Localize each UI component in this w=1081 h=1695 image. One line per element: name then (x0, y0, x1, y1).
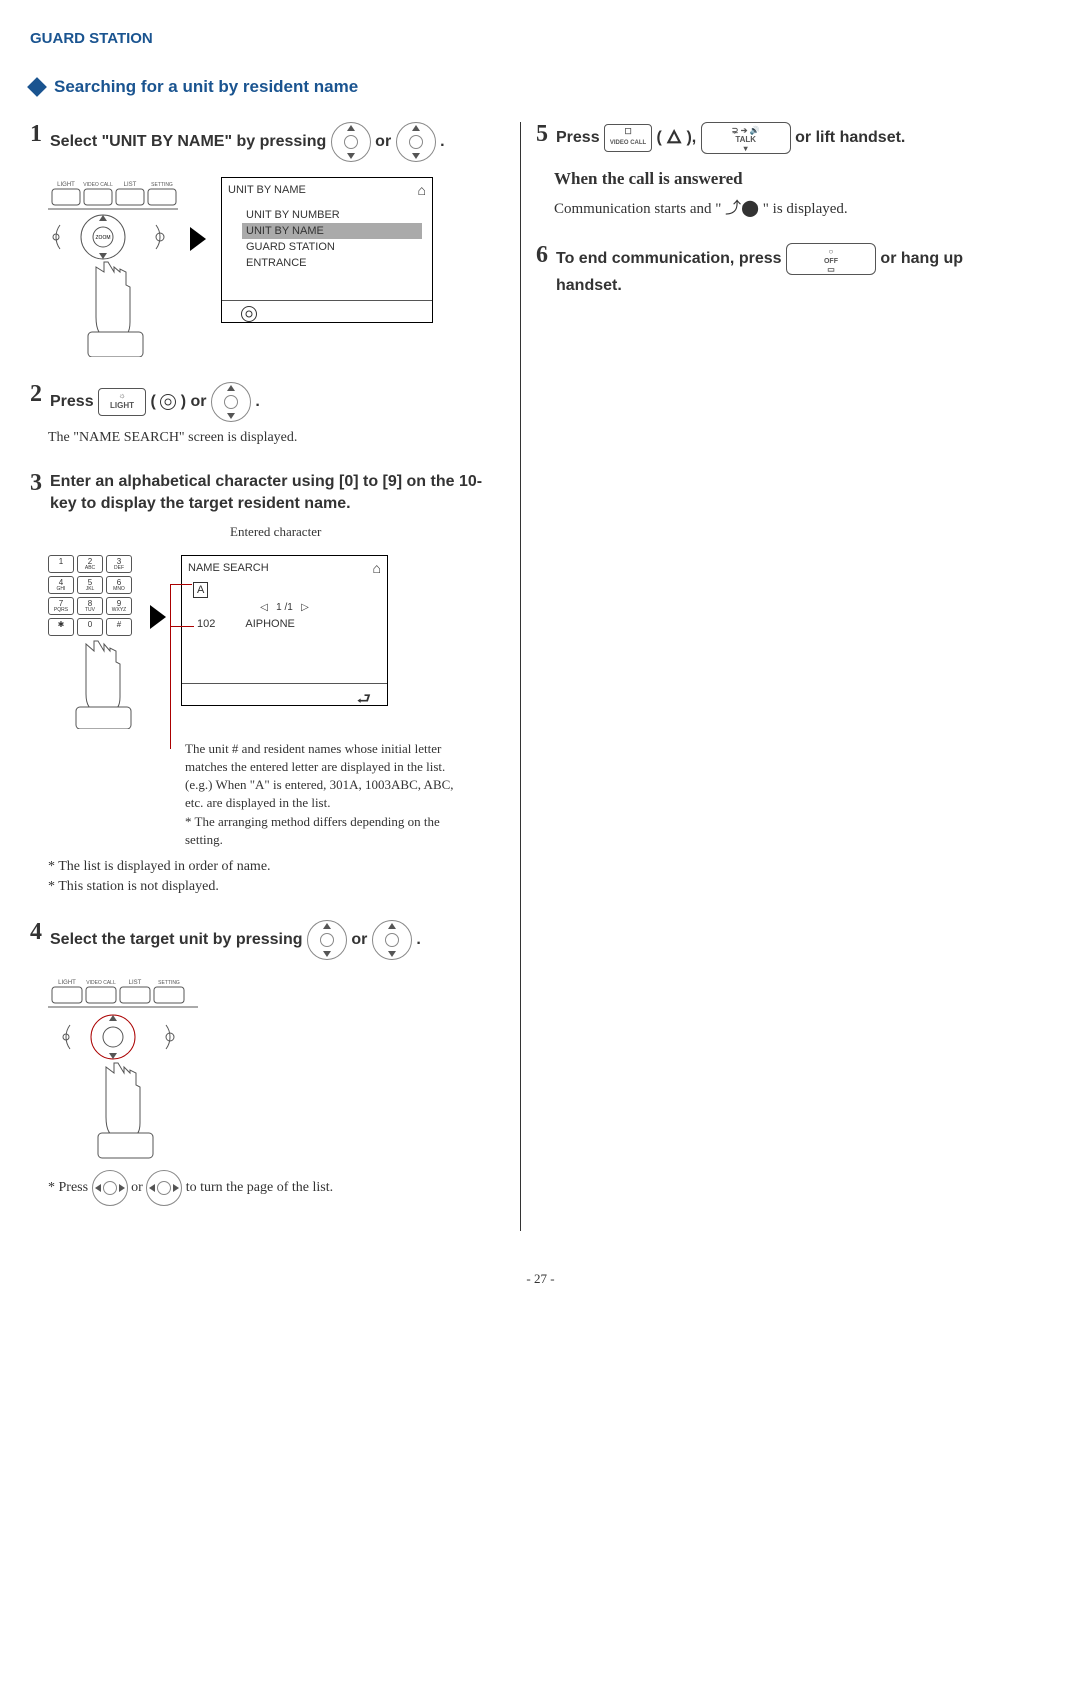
entered-char-label: Entered character (230, 524, 505, 540)
step3-illustration: 1 2ABC 3DEF 4GHI 5JKL 6MNO (48, 555, 505, 732)
step-3: 3 Enter an alphabetical character using … (30, 471, 505, 895)
section-title: Searching for a unit by resident name (30, 77, 1051, 97)
nav-updown-icon (307, 920, 347, 960)
screen2-title: NAME SEARCH (188, 562, 269, 574)
s5-c: ), (686, 129, 700, 146)
off-button: ○OFF▭ (786, 243, 876, 275)
pagination: ◁ 1 /1 ▷ (182, 600, 387, 615)
s2-b: ( (151, 393, 161, 410)
talk-status-icon: ⤴⬤ (725, 200, 759, 217)
menu-item: UNIT BY NUMBER (242, 207, 422, 223)
control-panel-graphic: LIGHT VIDEO CALL LIST SETTING ZOOM (48, 177, 178, 357)
step-4: 4 Select the target unit by pressing or … (30, 920, 505, 1206)
s4-a: Select the target unit by pressing (50, 931, 307, 948)
step-text-4: Select the target unit by pressing or . (50, 920, 505, 960)
s4-c: . (416, 931, 420, 948)
s4-b: or (351, 931, 371, 948)
keypad-graphic: 1 2ABC 3DEF 4GHI 5JKL 6MNO (48, 555, 138, 732)
svg-text:ZOOM: ZOOM (96, 235, 111, 241)
book-icon: ⌂ (373, 560, 381, 576)
step-num-2: 2 (30, 382, 42, 406)
step-text-2: Press ☼LIGHT ( ) or . (50, 382, 505, 422)
step3-notes: * The list is displayed in order of name… (48, 859, 505, 895)
menu-item-selected: UNIT BY NAME (242, 223, 422, 239)
step3-caption: The unit # and resident names whose init… (185, 740, 465, 849)
note: * The list is displayed in order of name… (48, 859, 505, 875)
nav-updown-icon (331, 122, 371, 162)
svg-text:LIGHT: LIGHT (58, 980, 76, 986)
step-num-1: 1 (30, 122, 42, 146)
svg-text:VIDEO CALL: VIDEO CALL (83, 182, 113, 188)
diamond-icon (27, 77, 47, 97)
bell-icon: 🜂 (666, 125, 682, 150)
s1-c: . (440, 133, 444, 150)
step-text-6: To end communication, press ○OFF▭ or han… (556, 243, 1031, 297)
svg-text:SETTING: SETTING (158, 980, 180, 986)
step4-illustration: LIGHT VIDEO CALL LIST SETTING (48, 975, 505, 1165)
s5-a: Press (556, 129, 604, 146)
step-6: 6 To end communication, press ○OFF▭ or h… (536, 243, 1031, 297)
s1-a: Select "UNIT BY NAME" by pressing (50, 133, 331, 150)
s6-a: To end communication, press (556, 250, 786, 267)
light-button: ☼LIGHT (98, 388, 146, 416)
step5-sub-heading: When the call is answered (554, 169, 1031, 189)
section-title-text: Searching for a unit by resident name (54, 77, 358, 97)
screen1-title: UNIT BY NAME (228, 184, 306, 196)
dot-icon (241, 306, 257, 322)
result-row: 102 AIPHONE (182, 615, 387, 633)
svg-text:LIGHT: LIGHT (57, 182, 75, 188)
svg-text:LIST: LIST (129, 980, 142, 986)
step5-sub-text: Communication starts and " ⤴⬤ " is displ… (554, 194, 1031, 218)
return-icon: ⮐ (357, 688, 371, 701)
step-text-5: Press ☐VIDEO CALL ( 🜂 ), ⊋ ➔ 🔊TALK▾ or l… (556, 122, 1031, 154)
step-num-6: 6 (536, 243, 548, 267)
s1-b: or (375, 133, 395, 150)
entered-char: A (193, 582, 208, 598)
step-2: 2 Press ☼LIGHT ( ) or . The "NAME SEARCH… (30, 382, 505, 446)
arrow-right-icon (190, 227, 206, 251)
step2-note: The "NAME SEARCH" screen is displayed. (48, 430, 505, 446)
video-call-button: ☐VIDEO CALL (604, 124, 652, 152)
dot-icon (160, 394, 176, 410)
menu-item: GUARD STATION (242, 239, 422, 255)
talk-button: ⊋ ➔ 🔊TALK▾ (701, 122, 791, 154)
step-num-4: 4 (30, 920, 42, 944)
header: GUARD STATION (30, 30, 1051, 47)
step-text-1: Select "UNIT BY NAME" by pressing or . (50, 122, 505, 162)
arrow-right-icon (150, 605, 166, 629)
s2-c: ) or (181, 393, 211, 410)
menu-item: ENTRANCE (242, 255, 422, 271)
step-5: 5 Press ☐VIDEO CALL ( 🜂 ), ⊋ ➔ 🔊TALK▾ or… (536, 122, 1031, 218)
step1-illustration: LIGHT VIDEO CALL LIST SETTING ZOOM (48, 177, 505, 357)
svg-text:SETTING: SETTING (151, 182, 173, 188)
step-num-3: 3 (30, 471, 42, 495)
result-name: AIPHONE (245, 618, 295, 630)
svg-text:LIST: LIST (124, 182, 137, 188)
nav-center-icon (211, 382, 251, 422)
book-icon: ⌂ (418, 182, 426, 198)
step4-note: * Press or to turn the page of the list. (48, 1170, 505, 1206)
step-num-5: 5 (536, 122, 548, 146)
s2-d: . (255, 393, 259, 410)
s5-d: or lift handset. (795, 129, 905, 146)
screen-unit-by-name: UNIT BY NAME ⌂ UNIT BY NUMBER UNIT BY NA… (221, 177, 433, 323)
page-number: - 27 - (30, 1271, 1051, 1287)
nav-updown-icon (396, 122, 436, 162)
s5-b: ( (657, 129, 667, 146)
note: * This station is not displayed. (48, 879, 505, 895)
step-text-3: Enter an alphabetical character using [0… (50, 471, 505, 516)
screen-name-search: NAME SEARCH ⌂ A ◁ 1 /1 ▷ 102 (181, 555, 388, 706)
nav-leftright-icon (92, 1170, 128, 1206)
result-unit: 102 (197, 618, 215, 630)
s2-a: Press (50, 393, 98, 410)
svg-text:VIDEO CALL: VIDEO CALL (86, 980, 116, 986)
nav-updown-icon (372, 920, 412, 960)
nav-leftright-icon (146, 1170, 182, 1206)
step-1: 1 Select "UNIT BY NAME" by pressing or . (30, 122, 505, 357)
